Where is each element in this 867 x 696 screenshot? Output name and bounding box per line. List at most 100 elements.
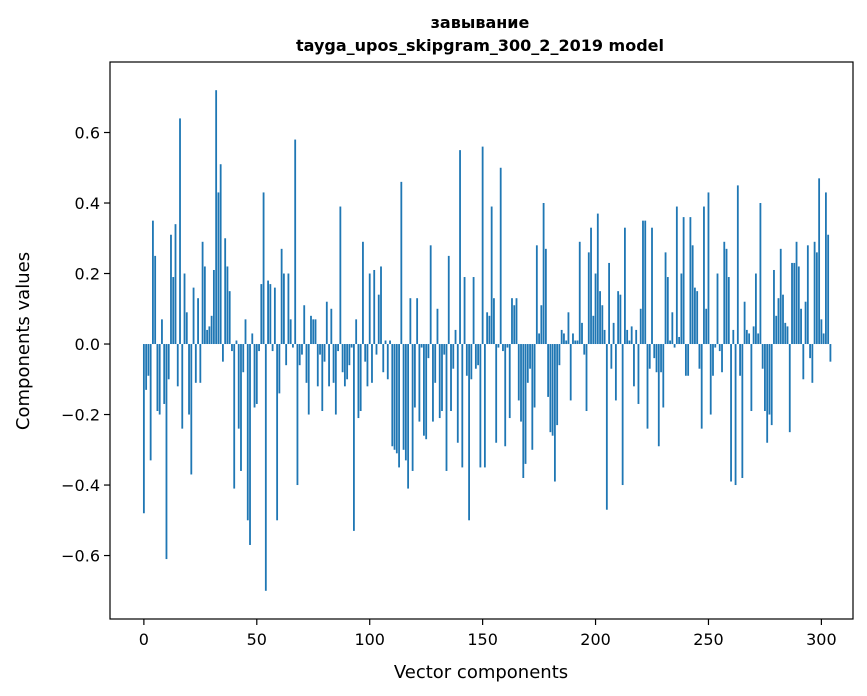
bar — [483, 344, 486, 468]
bar — [621, 344, 624, 486]
bar — [718, 344, 721, 352]
bar — [694, 287, 696, 345]
bar — [156, 344, 159, 412]
bar — [617, 291, 620, 345]
bar — [208, 326, 211, 345]
bar — [655, 344, 658, 373]
bar — [316, 344, 319, 387]
bar — [249, 344, 251, 545]
bar — [456, 344, 459, 443]
bar — [368, 273, 371, 345]
bar — [791, 262, 793, 345]
y-axis: −0.6 −0.4 −0.2 0.0 0.2 0.4 0.6 — [61, 124, 110, 566]
bar — [328, 344, 330, 387]
bar — [596, 213, 599, 345]
x-tick-label: 300 — [806, 630, 837, 649]
bar — [237, 344, 240, 429]
bar — [721, 344, 723, 373]
bar — [669, 340, 671, 345]
bar — [264, 344, 267, 591]
bar — [648, 344, 651, 369]
bar — [235, 340, 238, 345]
bar — [479, 344, 482, 468]
bar — [420, 344, 423, 348]
bar — [687, 344, 690, 376]
bar — [707, 192, 710, 345]
bar — [222, 344, 224, 362]
bar — [382, 344, 385, 373]
bar — [468, 344, 470, 521]
bar — [362, 241, 364, 345]
bar — [587, 252, 590, 345]
bar — [800, 308, 802, 345]
bar — [488, 315, 491, 345]
bar — [350, 344, 353, 348]
bar — [646, 344, 649, 429]
bar — [827, 234, 830, 345]
bar — [499, 167, 502, 345]
bar — [258, 344, 260, 352]
bar — [822, 333, 825, 345]
bar — [217, 192, 220, 345]
y-tick-label: 0.6 — [75, 124, 100, 143]
x-tick-label: 250 — [693, 630, 724, 649]
bar — [725, 248, 728, 345]
bar — [547, 344, 550, 397]
bar — [377, 294, 380, 345]
bar — [633, 344, 635, 387]
bar — [341, 344, 344, 373]
bar — [793, 262, 796, 345]
bar — [305, 344, 308, 383]
bar — [777, 298, 780, 345]
bar — [784, 322, 787, 345]
bar — [526, 344, 529, 383]
bar — [429, 245, 432, 345]
bar — [691, 245, 694, 345]
bar — [310, 315, 312, 345]
bar — [495, 344, 498, 443]
bar — [246, 344, 249, 521]
bar — [147, 344, 150, 376]
bar — [450, 344, 452, 412]
bar — [730, 344, 732, 482]
bar — [242, 344, 245, 373]
bar — [572, 333, 574, 345]
bar — [486, 312, 489, 345]
bar — [278, 344, 281, 394]
bar — [145, 344, 148, 390]
bar — [251, 333, 254, 345]
bar — [152, 220, 154, 345]
bar — [553, 344, 556, 482]
bar — [395, 344, 398, 454]
bar — [170, 234, 172, 345]
bar — [282, 273, 285, 345]
bar — [296, 344, 299, 486]
bar — [298, 344, 301, 366]
bar — [423, 344, 425, 436]
bar — [797, 266, 800, 345]
bar — [732, 329, 735, 345]
bar — [353, 344, 355, 531]
bar — [438, 344, 441, 419]
bar — [700, 344, 703, 429]
bar — [323, 344, 326, 362]
bar — [614, 344, 617, 401]
bar — [745, 329, 748, 345]
bar — [427, 344, 430, 359]
bar — [436, 308, 439, 345]
bar — [206, 329, 209, 345]
bar — [303, 305, 306, 345]
chart-subtitle: tayga_upos_skipgram_300_2_2019 model — [296, 36, 664, 55]
bar — [321, 344, 324, 412]
bar — [167, 344, 170, 380]
bar — [337, 344, 339, 352]
bar — [660, 344, 662, 373]
bar — [375, 344, 378, 355]
bar — [818, 178, 821, 345]
bar — [215, 90, 218, 345]
bar — [529, 344, 531, 369]
bar — [158, 344, 161, 415]
bar — [289, 319, 292, 345]
y-tick-label: −0.6 — [61, 547, 100, 566]
